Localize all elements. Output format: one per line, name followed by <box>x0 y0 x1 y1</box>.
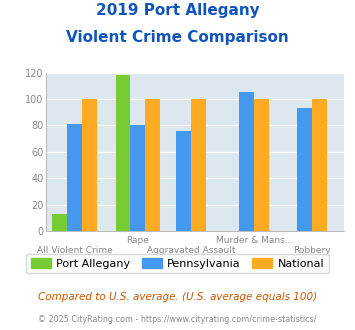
Bar <box>130 125 145 231</box>
Bar <box>67 124 82 231</box>
Bar <box>115 75 130 231</box>
Bar <box>297 108 312 231</box>
Bar <box>191 99 206 231</box>
Bar <box>239 92 254 231</box>
Bar <box>254 99 269 231</box>
Bar <box>312 99 327 231</box>
Legend: Port Allegany, Pennsylvania, National: Port Allegany, Pennsylvania, National <box>26 254 329 273</box>
Text: 2019 Port Allegany: 2019 Port Allegany <box>95 3 260 18</box>
Text: Robbery: Robbery <box>293 246 331 255</box>
Text: Murder & Mans...: Murder & Mans... <box>215 236 293 245</box>
Text: Compared to U.S. average. (U.S. average equals 100): Compared to U.S. average. (U.S. average … <box>38 292 317 302</box>
Text: Aggravated Assault: Aggravated Assault <box>147 246 235 255</box>
Bar <box>145 99 160 231</box>
Text: Rape: Rape <box>126 236 149 245</box>
Bar <box>176 131 191 231</box>
Text: Violent Crime Comparison: Violent Crime Comparison <box>66 30 289 45</box>
Bar <box>53 214 67 231</box>
Text: All Violent Crime: All Violent Crime <box>37 246 113 255</box>
Bar <box>82 99 97 231</box>
Text: © 2025 CityRating.com - https://www.cityrating.com/crime-statistics/: © 2025 CityRating.com - https://www.city… <box>38 315 317 324</box>
